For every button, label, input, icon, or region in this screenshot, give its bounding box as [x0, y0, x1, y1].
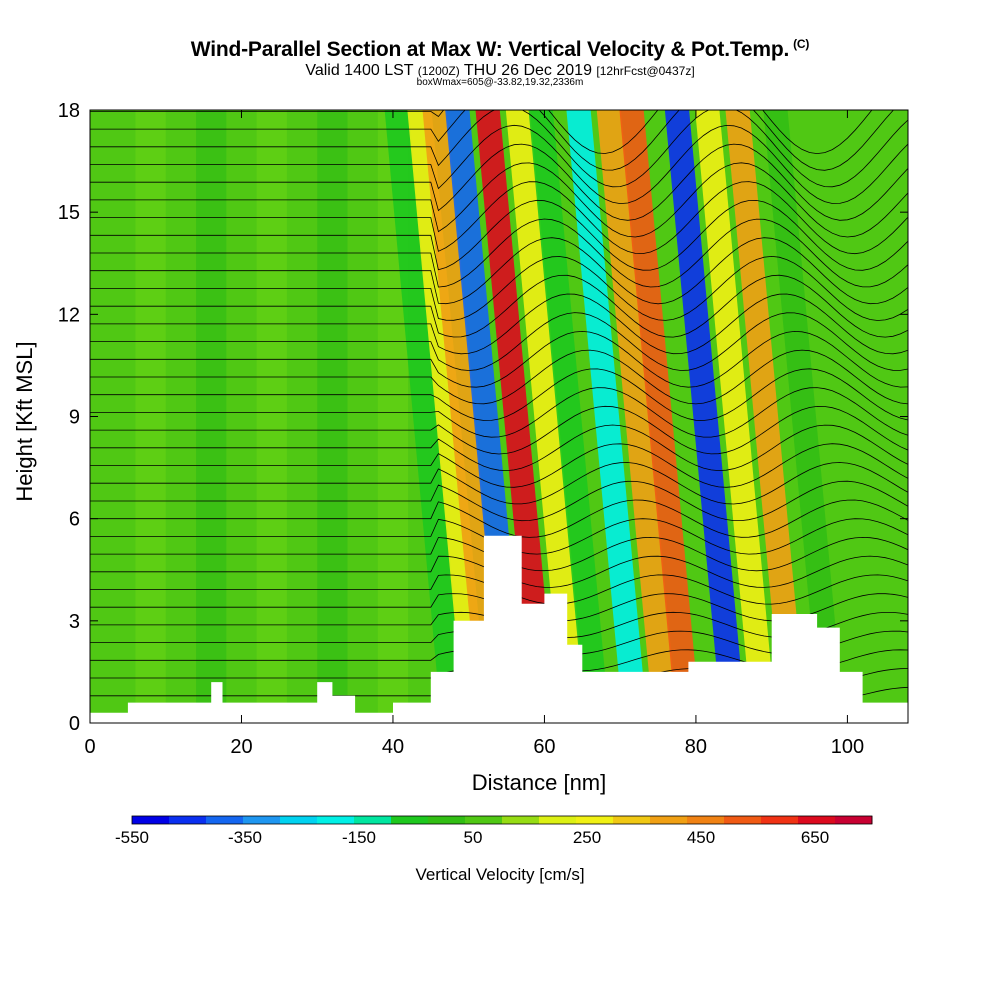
x-tick-label: 100 — [831, 736, 864, 758]
y-tick-label: 3 — [69, 611, 80, 633]
colorbar-swatch — [650, 816, 688, 824]
y-tick-label: 18 — [58, 100, 80, 122]
pot-temp-contour — [90, 499, 908, 538]
y-tick-label: 15 — [58, 202, 80, 224]
y-tick-label: 0 — [69, 713, 80, 735]
pot-temp-contour — [90, 110, 895, 171]
pot-temp-contour — [90, 405, 908, 455]
colorbar-tick-label: -350 — [228, 828, 262, 847]
colorbar-swatch — [169, 816, 207, 824]
axes: 0 20 40 60 80 100 0 3 6 9 12 15 18 Distance [nm] Heigh… — [12, 100, 909, 795]
chart-subtitle: Valid 1400 LST (1200Z) THU 26 Dec 2019 [… — [0, 62, 1000, 80]
pot-temp-contour — [90, 480, 908, 522]
colorbar-swatch — [206, 816, 244, 824]
colorbar-tick-label: 450 — [687, 828, 715, 847]
y-tick-label: 6 — [69, 509, 80, 531]
colorbar-swatch — [354, 816, 392, 824]
x-tick-label: 20 — [230, 736, 252, 758]
colorbar-swatch — [502, 816, 540, 824]
pot-temp-contour — [90, 293, 908, 355]
velocity-field — [90, 110, 908, 723]
field-band — [196, 110, 227, 723]
y-axis-label: Height [Kft MSL] — [12, 341, 37, 501]
colorbar-swatch — [687, 816, 725, 824]
chart-title: Wind-Parallel Section at Max W: Vertical… — [0, 37, 1000, 62]
title-text: Wind-Parallel Section at Max W: Vertical… — [190, 38, 790, 61]
colorbar-swatch — [280, 816, 318, 824]
x-tick-label: 80 — [685, 736, 707, 758]
colorbar-swatch — [724, 816, 762, 824]
pot-temp-contour — [90, 162, 908, 238]
box-info: boxWmax=605@-33.82,19.32,2336m — [416, 77, 584, 88]
pot-temp-contour — [90, 124, 908, 205]
plot-area — [90, 110, 908, 723]
terrain — [90, 535, 908, 723]
x-tick-label: 60 — [533, 736, 555, 758]
velocity-band — [664, 110, 746, 723]
velocity-band — [475, 110, 557, 723]
pot-temp-contour — [90, 349, 908, 405]
colorbar-swatch — [576, 816, 614, 824]
velocity-band — [528, 110, 610, 723]
colorbar-swatch — [428, 816, 466, 824]
colorbar-swatch — [835, 816, 873, 824]
colorbar-swatch — [465, 816, 503, 824]
pot-temp-contour — [90, 274, 908, 338]
velocity-band — [422, 110, 504, 723]
pot-temp-contour — [90, 387, 908, 438]
field-band — [317, 110, 348, 723]
pot-temp-contour — [90, 368, 908, 421]
colorbar-swatch — [391, 816, 429, 824]
pot-temp-contour — [90, 312, 908, 371]
colorbar-swatch — [132, 816, 170, 824]
pot-temp-contour — [90, 330, 908, 388]
pot-temp-contour — [90, 110, 908, 188]
velocity-band — [695, 110, 777, 723]
y-tick-label: 12 — [58, 304, 80, 326]
velocity-band — [505, 110, 587, 723]
pot-temp-contour — [90, 237, 908, 305]
copyright-tag: (C) — [793, 37, 810, 51]
velocity-band — [725, 110, 807, 723]
velocity-band — [384, 110, 466, 723]
colorbar-swatch — [761, 816, 799, 824]
colorbar-swatch — [613, 816, 651, 824]
colorbar-tick-label: 650 — [801, 828, 829, 847]
valid-main: Valid 1400 LST — [305, 62, 414, 79]
field-band — [135, 110, 166, 723]
valid-utc: (1200Z) — [417, 64, 460, 78]
colorbar-label: Vertical Velocity [cm/s] — [415, 865, 584, 884]
y-tick-label: 9 — [69, 407, 80, 429]
colorbar-swatch — [243, 816, 281, 824]
colorbar-tick-label: -150 — [342, 828, 376, 847]
pot-temp-contour — [90, 143, 908, 221]
field-band — [256, 110, 287, 723]
colorbar-swatch — [798, 816, 836, 824]
valid-date: THU 26 Dec 2019 — [463, 62, 592, 79]
pot-temp-contour — [90, 462, 908, 505]
colorbar-swatch — [539, 816, 577, 824]
pot-temp-contour — [90, 199, 908, 271]
pot-temp-contour — [90, 181, 908, 255]
velocity-band — [763, 110, 845, 723]
colorbar-tick-label: 250 — [573, 828, 601, 847]
pot-temp-contour — [90, 424, 908, 472]
x-tick-label: 40 — [382, 736, 404, 758]
pot-temp-contour — [90, 218, 908, 288]
velocity-band — [566, 110, 648, 723]
velocity-band — [596, 110, 678, 723]
colorbar: -550 -350 -150 50 250 450 650 Vertical Velocity… — [115, 815, 873, 884]
colorbar-tick-label: 50 — [464, 828, 483, 847]
pot-temp-contour — [90, 255, 908, 321]
colorbar-tick-label: -550 — [115, 828, 149, 847]
forecast-info: [12hrFcst@0437z] — [596, 64, 695, 78]
colorbar-frame — [131, 815, 873, 825]
pot-temp-contour — [90, 110, 873, 155]
x-tick-label: 0 — [84, 736, 95, 758]
x-axis-label: Distance [nm] — [472, 770, 607, 795]
colorbar-swatch — [317, 816, 355, 824]
pot-temp-contour — [90, 443, 908, 488]
